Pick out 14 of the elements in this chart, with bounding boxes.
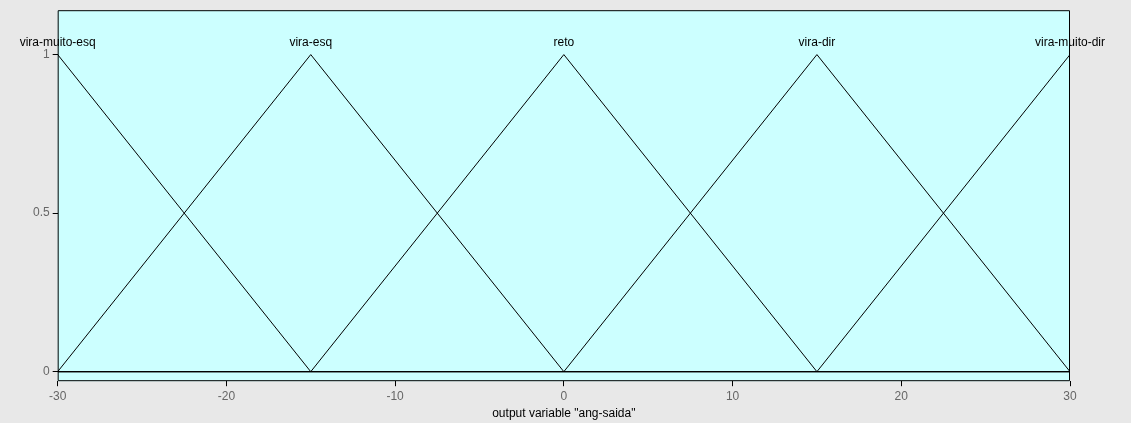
x-tick-label: 20 xyxy=(894,388,909,403)
x-tick-label: 0 xyxy=(560,388,568,403)
series-label: reto xyxy=(553,34,575,49)
series-label: vira-esq xyxy=(289,34,333,49)
x-tick-label: 10 xyxy=(725,388,740,403)
series-label: vira-dir xyxy=(798,34,836,49)
y-tick-label: 0 xyxy=(42,364,50,378)
x-tick-label: -30 xyxy=(49,388,67,403)
x-tick-label: -20 xyxy=(217,388,236,403)
x-tick-label: 30 xyxy=(1063,388,1077,403)
x-tick-label: -10 xyxy=(386,388,405,403)
y-tick-label: 0.5 xyxy=(32,205,50,220)
y-tick-label: 1 xyxy=(42,46,50,61)
x-axis-title: output variable "ang-saida" xyxy=(492,406,636,421)
